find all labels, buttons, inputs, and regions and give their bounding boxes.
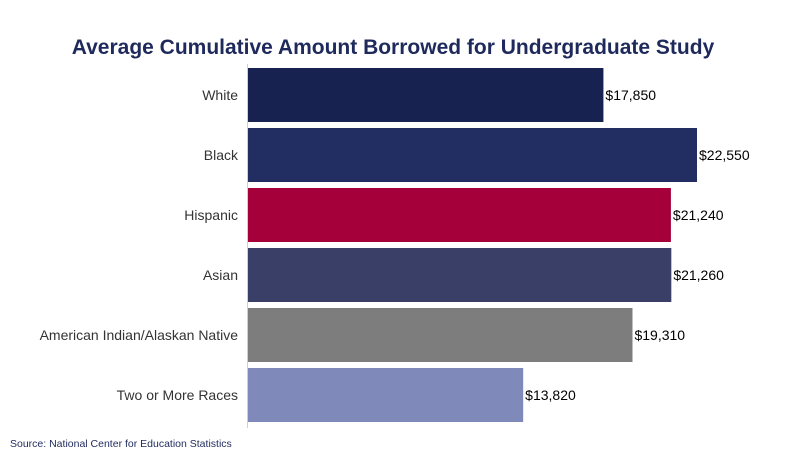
value-label-1: $22,550 [699,147,750,163]
value-label-5: $13,820 [525,387,576,403]
category-label-3: Asian [203,267,238,283]
value-label-2: $21,240 [673,207,724,223]
bar-5 [248,368,524,422]
value-label-0: $17,850 [605,87,656,103]
category-label-1: Black [204,147,239,163]
category-label-0: White [202,87,238,103]
bar-3 [248,248,672,302]
value-label-3: $21,260 [673,267,724,283]
bar-0 [248,68,604,122]
category-label-4: American Indian/Alaskan Native [40,327,239,343]
bars-group: White $17,850 Black $22,550 Hispanic $21,240 A… [40,68,750,422]
bar-4 [248,308,633,362]
bar-1 [248,128,697,182]
category-label-5: Two or More Races [117,387,238,403]
chart-title: Average Cumulative Amount Borrowed for U… [72,36,715,59]
source-note: Source: National Center for Education St… [10,438,232,450]
category-label-2: Hispanic [184,207,238,223]
bar-2 [248,188,671,242]
value-label-4: $19,310 [634,327,685,343]
